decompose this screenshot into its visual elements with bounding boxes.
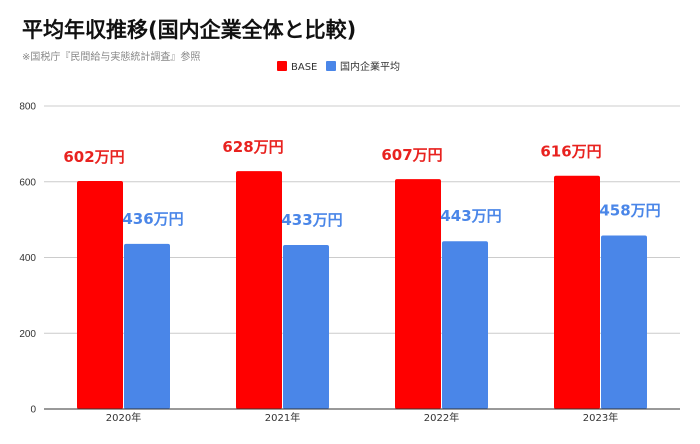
legend-swatch-base	[277, 61, 287, 71]
y-tick-label: 600	[19, 177, 36, 188]
y-tick-label: 200	[19, 329, 36, 340]
data-label-domestic-average: 436万円	[122, 210, 183, 228]
y-tick-label: 400	[19, 253, 36, 264]
legend-label-base: BASE	[291, 62, 317, 73]
data-label-base: 607万円	[381, 146, 442, 164]
legend-label-domestic-average: 国内企業平均	[340, 60, 400, 73]
bar-base	[236, 171, 282, 409]
data-label-domestic-average: 458万円	[599, 202, 660, 220]
bar-base	[554, 175, 600, 409]
y-tick-label: 800	[19, 102, 36, 113]
data-label-base: 616万円	[540, 143, 601, 161]
x-tick-label: 2021年	[265, 411, 300, 424]
data-label-domestic-average: 433万円	[281, 211, 342, 229]
y-axis-ticks: 0 200 400 600 800	[19, 102, 36, 416]
bar-domestic-average	[124, 243, 170, 409]
legend: BASE 国内企業平均	[277, 60, 400, 73]
bar-domestic-average	[442, 241, 488, 409]
legend-swatch-domestic-average	[326, 61, 336, 71]
bars	[77, 171, 647, 409]
bar-domestic-average	[601, 235, 647, 409]
bar-base	[395, 179, 441, 409]
x-tick-label: 2023年	[583, 411, 618, 424]
y-tick-label: 0	[30, 405, 36, 416]
data-label-base: 628万円	[222, 138, 283, 156]
bar-domestic-average	[283, 245, 329, 409]
data-label-domestic-average: 443万円	[440, 207, 501, 225]
chart-subtitle: ※国税庁『民間給与実態統計調査』参照	[22, 50, 200, 63]
data-label-base: 602万円	[63, 148, 124, 166]
x-axis-ticks: 2020年 2021年 2022年 2023年	[106, 411, 618, 424]
chart-title: 平均年収推移(国内企業全体と比較)	[22, 18, 356, 42]
bar-base	[77, 180, 123, 409]
data-labels: 602万円 436万円 628万円 433万円 607万円 443万円 616万円 458万円	[63, 138, 660, 229]
x-tick-label: 2022年	[424, 411, 459, 424]
x-tick-label: 2020年	[106, 411, 141, 424]
